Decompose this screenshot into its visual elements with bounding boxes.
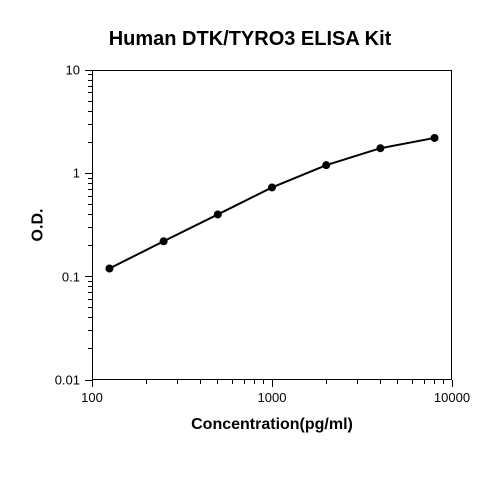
chart-container: Human DTK/TYRO3 ELISA Kit O.D. Concentra… — [0, 0, 500, 500]
data-line — [109, 138, 434, 269]
data-markers — [105, 134, 438, 273]
data-marker — [214, 210, 222, 218]
data-marker — [268, 183, 276, 191]
data-marker — [105, 264, 113, 272]
chart-svg — [0, 0, 500, 500]
data-marker — [376, 144, 384, 152]
data-marker — [322, 161, 330, 169]
data-marker — [431, 134, 439, 142]
data-marker — [160, 237, 168, 245]
